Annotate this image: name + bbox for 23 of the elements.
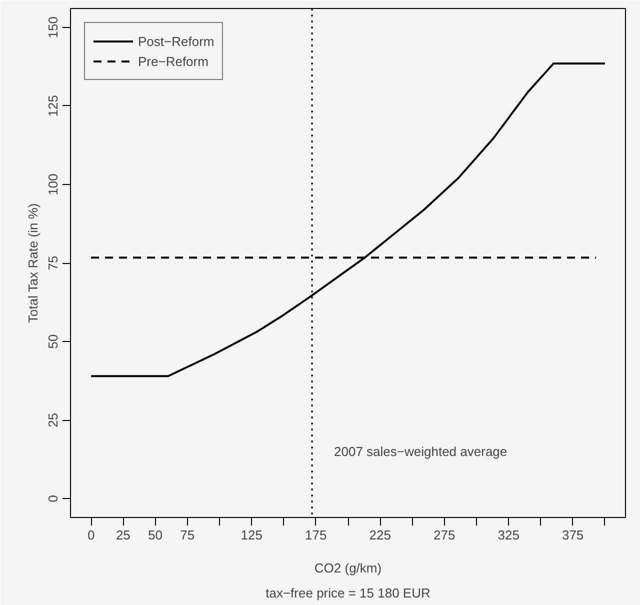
x-tick-label: 275 (434, 528, 456, 542)
x-axis-title: CO2 (g/km) (314, 560, 382, 576)
y-tick-label: 150 (46, 16, 60, 38)
y-tick-label: 125 (46, 95, 60, 117)
legend-label: Pre−Reform (138, 54, 208, 68)
x-tick-label: 75 (180, 528, 195, 542)
legend-label: Post−Reform (138, 34, 214, 48)
x-tick-label: 175 (305, 528, 327, 542)
y-axis-title: Total Tax Rate (in %) (26, 203, 40, 323)
x-tick-label: 0 (87, 528, 95, 542)
ref-line-label: 2007 sales−weighted average (334, 444, 508, 459)
x-tick-label: 50 (148, 528, 163, 542)
x-tick-label: 225 (369, 528, 391, 542)
y-tick-label: 25 (46, 412, 60, 428)
text: tax−free price = 15 180 EUR (266, 586, 430, 600)
y-tick-label: 100 (46, 174, 60, 196)
x-tick-label: 325 (498, 528, 520, 542)
x-tick-label: 375 (562, 528, 584, 542)
y-tick-label: 75 (46, 256, 60, 270)
y-tick-label: 0 (46, 495, 60, 502)
x-tick-label: 25 (116, 528, 130, 542)
x-tick-label: 125 (240, 528, 263, 542)
y-tick-label: 50 (46, 334, 60, 349)
